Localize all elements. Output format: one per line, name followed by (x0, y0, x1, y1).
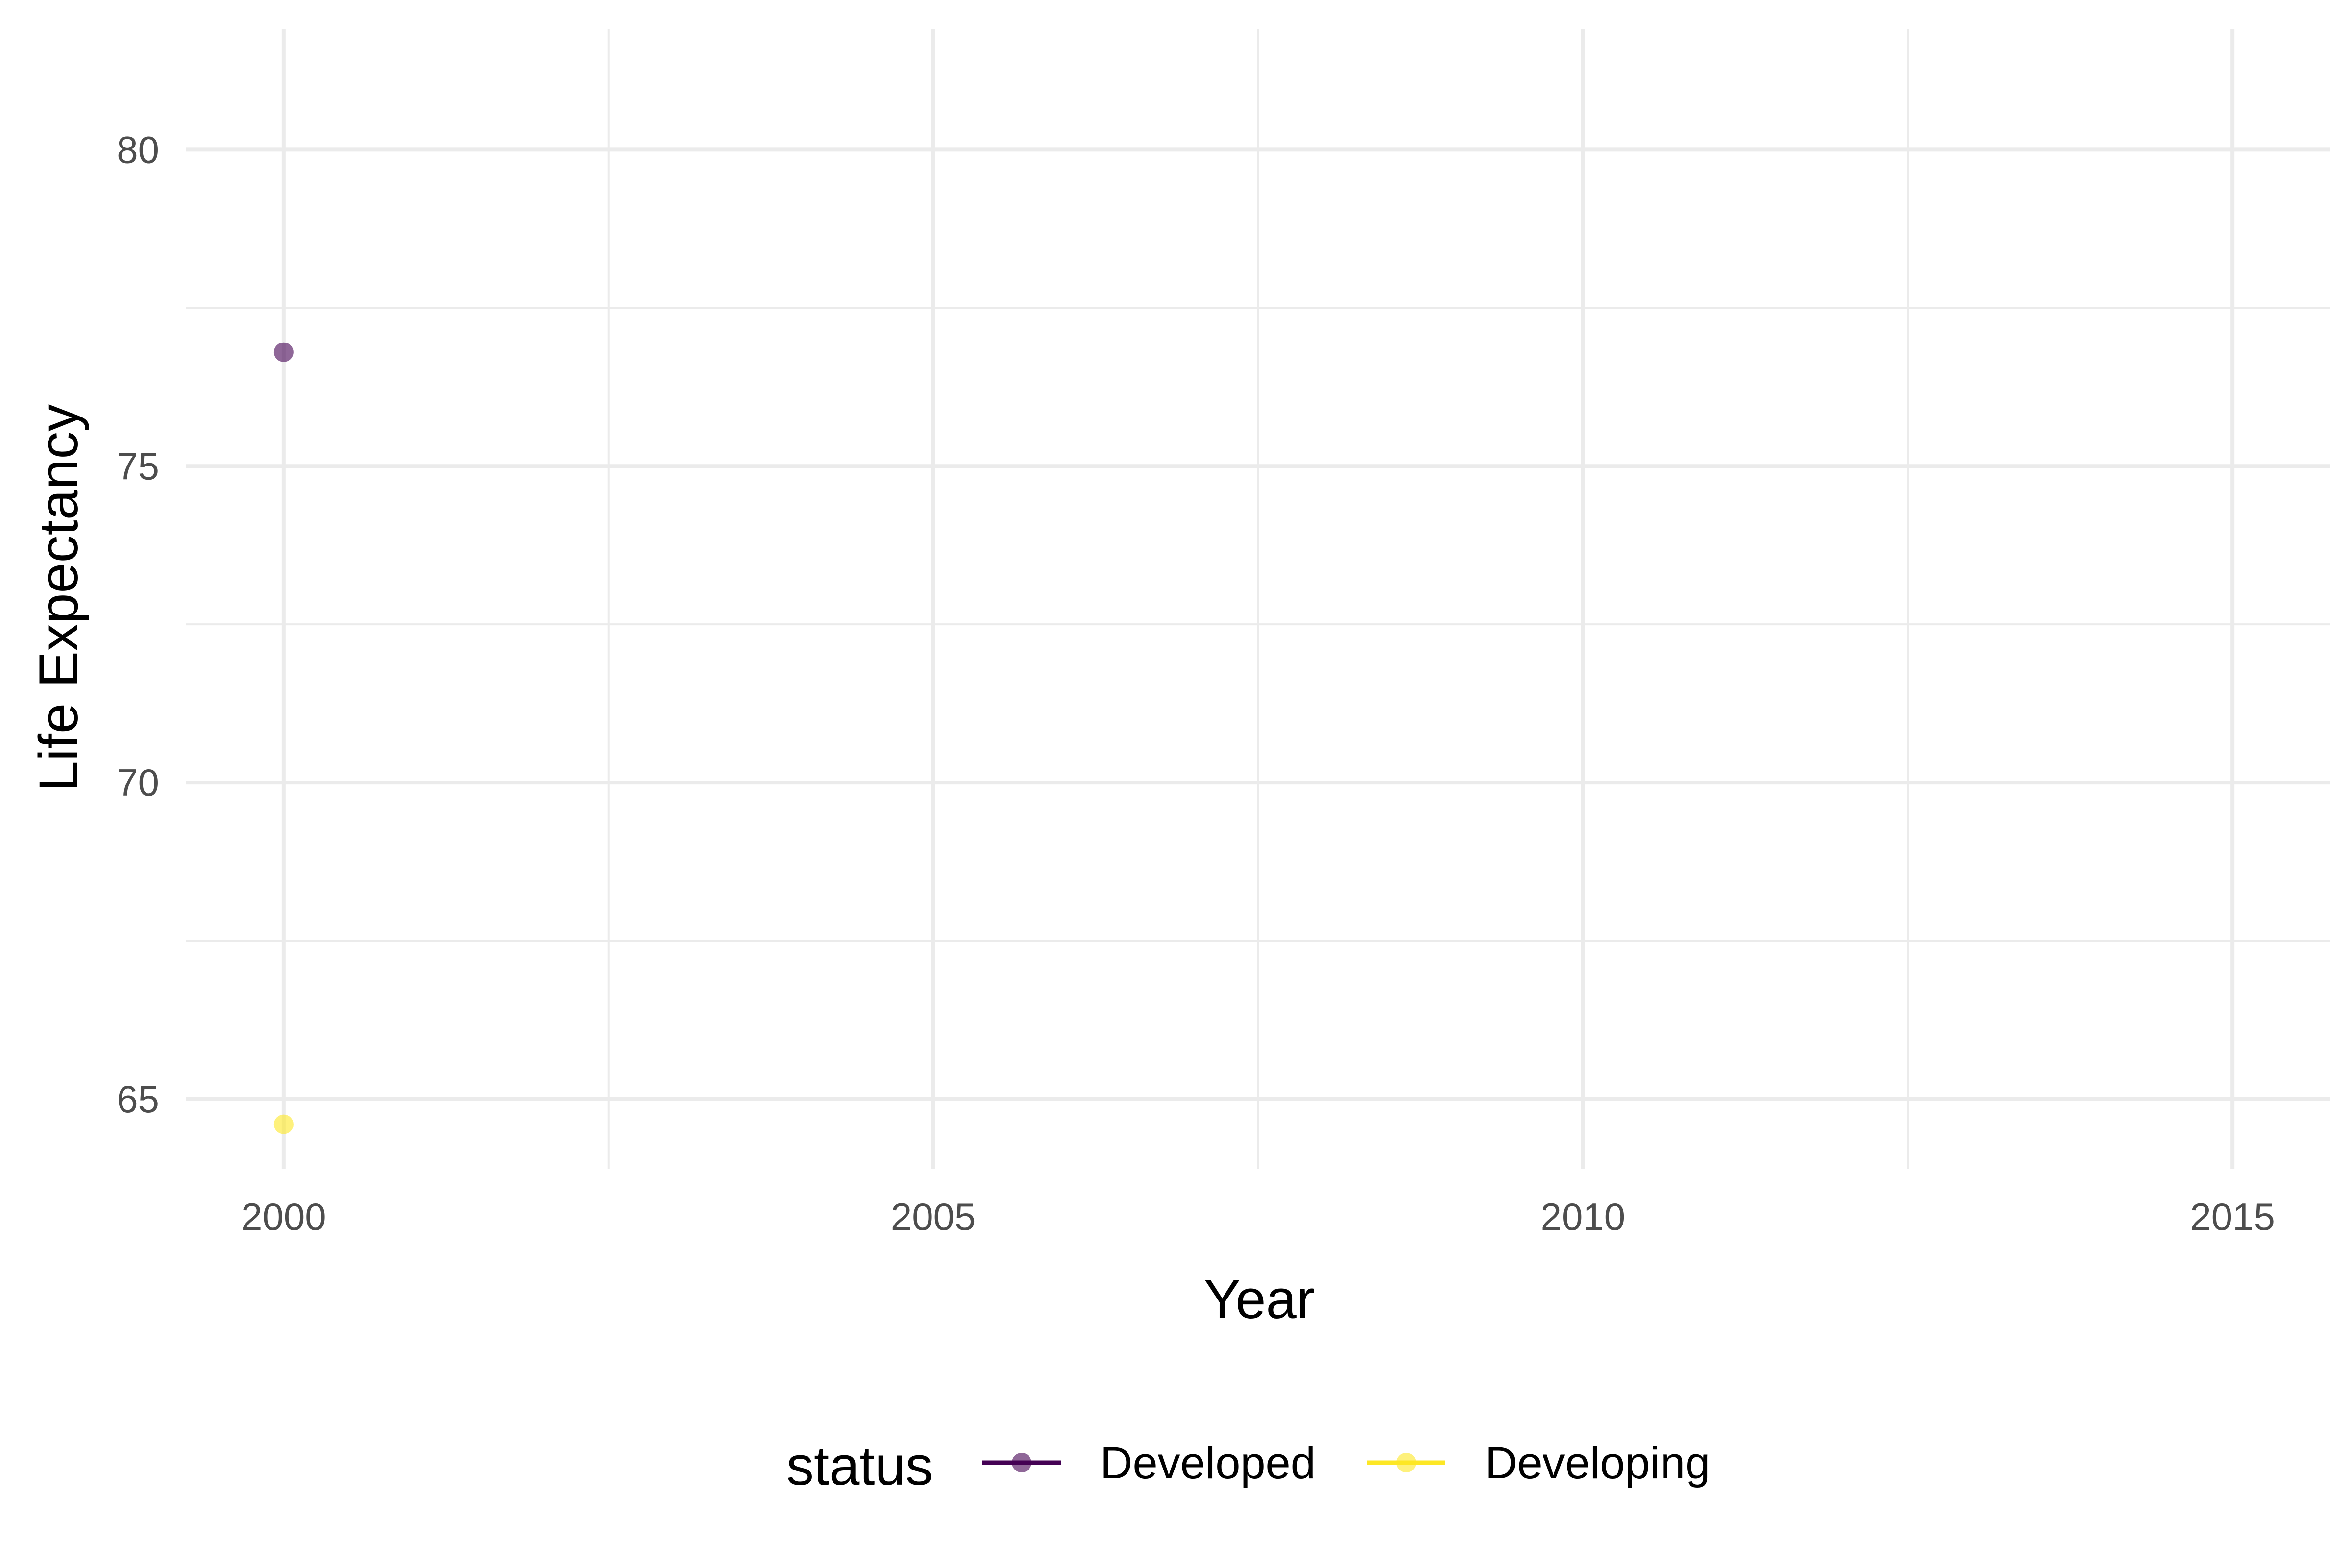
major-gridlines (186, 29, 2330, 1169)
y-tick-label: 65 (117, 1078, 159, 1121)
x-tick-label: 2015 (2190, 1195, 2275, 1238)
y-tick-label: 75 (117, 444, 159, 488)
legend-label: Developing (1485, 1438, 1710, 1488)
y-axis-title: Life Expectancy (28, 404, 89, 792)
legend-item-developed: Developed (982, 1438, 1316, 1488)
legend-item-developing: Developing (1367, 1438, 1710, 1488)
x-axis-ticks: 2000 2005 2010 2015 (241, 1195, 2275, 1238)
data-point-developed (273, 342, 294, 362)
data-points (273, 342, 294, 1134)
x-tick-label: 2000 (241, 1195, 326, 1238)
x-tick-label: 2010 (1541, 1195, 1626, 1238)
minor-gridlines (186, 29, 2330, 1169)
x-axis-title: Year (1204, 1269, 1315, 1330)
legend-key-point (1396, 1453, 1416, 1472)
x-tick-label: 2005 (891, 1195, 976, 1238)
data-point-developing (273, 1114, 294, 1134)
legend-title: status (786, 1435, 933, 1496)
y-tick-label: 70 (117, 761, 159, 804)
y-tick-label: 80 (117, 128, 159, 171)
legend-items: Developed Developing (982, 1438, 1710, 1488)
legend-label: Developed (1100, 1438, 1316, 1488)
y-axis-ticks: 65 70 75 80 (117, 128, 159, 1121)
legend: status Developed Developing (786, 1435, 1710, 1496)
legend-key-point (1012, 1453, 1031, 1472)
